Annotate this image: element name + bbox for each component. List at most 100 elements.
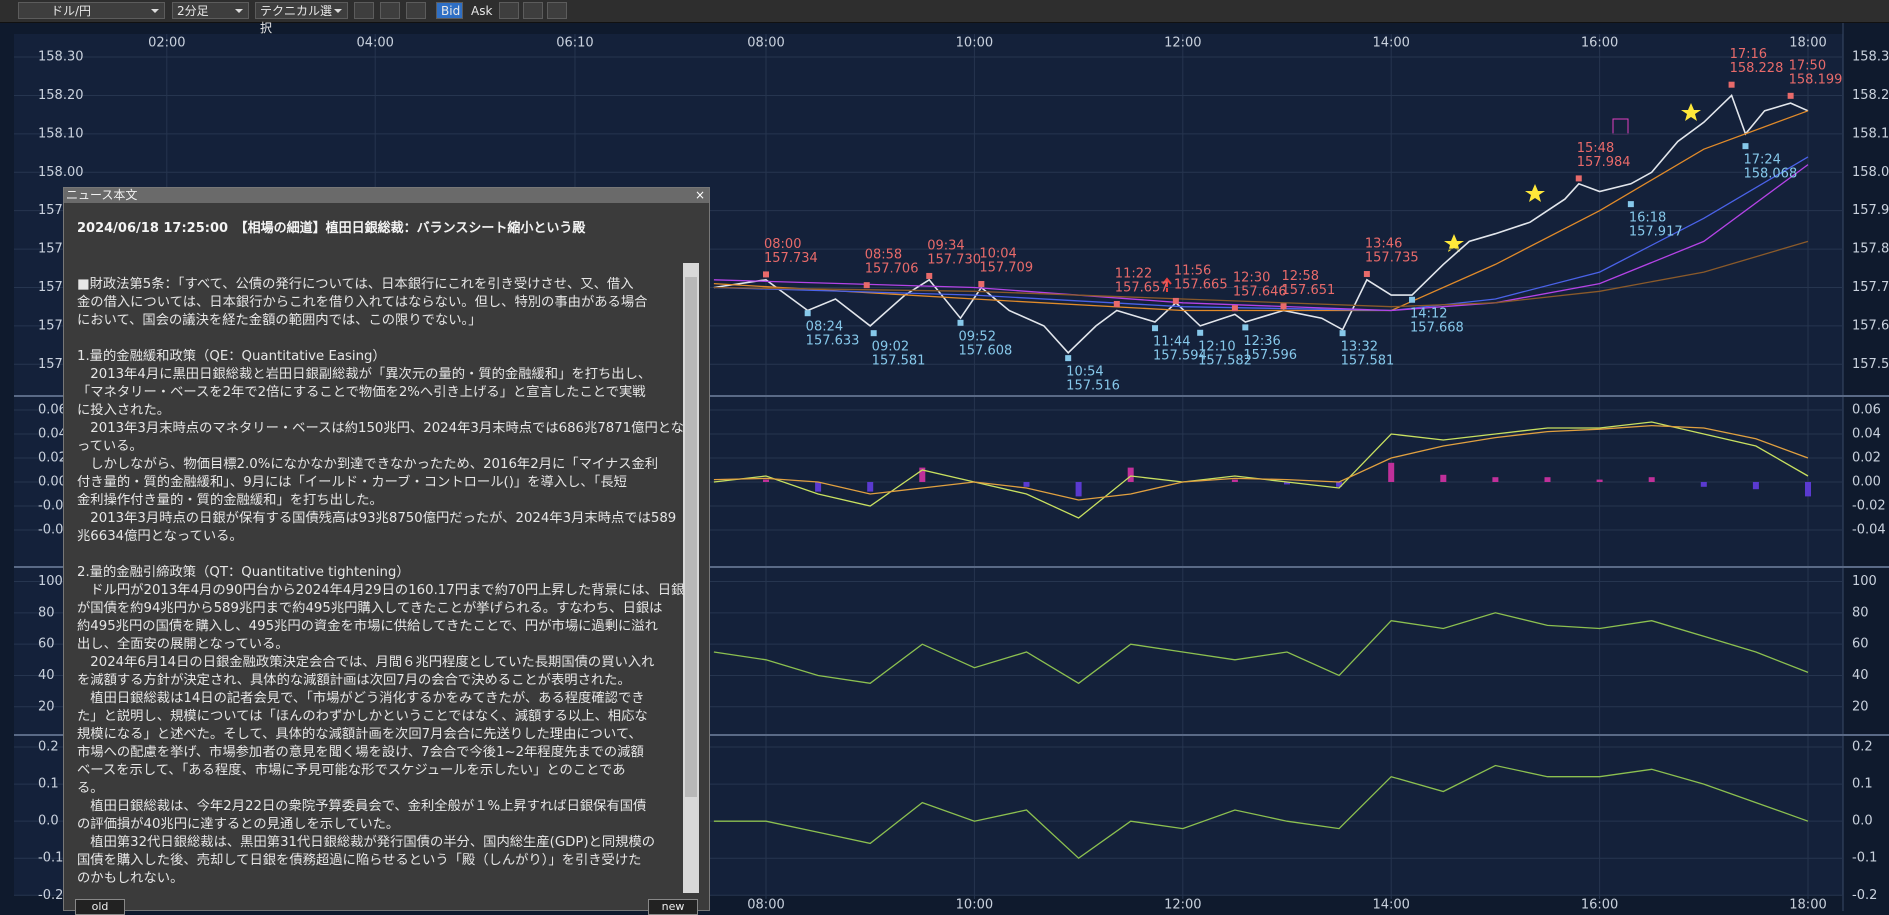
scrollbar[interactable] — [683, 263, 699, 893]
x-tick-label: 14:00 — [1372, 36, 1409, 51]
y-tick-label: 40 — [1852, 668, 1869, 683]
body-line: ■財政法第5条：「すべて、公債の発行については、日本銀行にこれを引き受けさせ、又… — [77, 277, 634, 293]
price-time-label: 11:22 — [1115, 266, 1152, 281]
pair-select[interactable]: ドル/円 — [18, 2, 165, 19]
y-tick-label: 0.0 — [1852, 814, 1873, 829]
price-value-label: 157.735 — [1365, 251, 1419, 266]
price-marker — [1197, 330, 1203, 336]
body-line: 規模になる」と述べた。そして、具体的な減額計画を次回7月会合に先送りした理由につ… — [77, 727, 642, 743]
price-value-label: 157.633 — [806, 334, 860, 349]
technical-select[interactable]: テクニカル選択 — [255, 2, 348, 19]
price-marker — [805, 310, 811, 316]
price-time-label: 13:46 — [1365, 237, 1402, 252]
body-line: 出し、全面安の展開となっている。 — [77, 637, 289, 653]
price-value-label: 157.734 — [764, 251, 818, 266]
body-line: の評価損が40兆円に達するとの見通しを示していた。 — [77, 817, 399, 833]
close-button[interactable]: × — [695, 188, 705, 202]
ask-button[interactable]: Ask — [466, 2, 493, 19]
zoom-out-button[interactable] — [523, 2, 543, 19]
histogram-bar — [1440, 475, 1446, 482]
timeframe-select[interactable]: 2分足 — [172, 2, 249, 19]
histogram-bar — [1805, 482, 1811, 496]
old-button[interactable]: old — [75, 899, 125, 915]
price-marker — [1281, 303, 1287, 309]
scroll-thumb[interactable] — [685, 277, 697, 797]
price-marker — [978, 281, 984, 287]
y-tick-label-left: 100 — [38, 574, 63, 589]
price-time-label: 09:34 — [927, 238, 964, 253]
body-line: 約495兆円の国債を購入し、495兆円の資金を市場に供給してきたことで、円が市場… — [77, 619, 658, 635]
price-time-label: 08:58 — [865, 248, 902, 263]
histogram-bar — [815, 482, 821, 492]
price-value-label: 157.665 — [1174, 277, 1228, 292]
price-value-label: 158.228 — [1730, 61, 1784, 76]
price-value-label: 157.730 — [927, 252, 981, 267]
body-line: 金の借入については、日本銀行からこれを借り入れてはならない。但し、特別の事由があ… — [77, 295, 647, 311]
price-marker — [958, 320, 964, 326]
price-value-label: 157.917 — [1629, 225, 1683, 240]
toolbar: ドル/円 2分足 テクニカル選択 Bid Ask — [0, 0, 1889, 23]
y-tick-label: 157.90 — [1852, 203, 1889, 218]
y-tick-label: 158.20 — [1852, 88, 1889, 103]
price-time-label: 11:56 — [1174, 263, 1211, 278]
news-header: 2024/06/18 17:25:00 【相場の細道】植田日銀総裁：バランスシー… — [77, 217, 585, 236]
price-time-label: 10:04 — [979, 247, 1016, 262]
indicator-button[interactable] — [499, 2, 519, 19]
price-time-label: 12:30 — [1233, 271, 1270, 286]
body-line: 兆6634億円となっている。 — [77, 529, 243, 545]
x-tick-label: 12:00 — [1164, 898, 1201, 912]
news-headline: 【相場の細道】植田日銀総裁：バランスシート縮小という殿 — [241, 221, 585, 236]
histogram-bar — [1492, 477, 1498, 482]
y-tick-label-left: -0.2 — [38, 888, 63, 903]
new-button[interactable]: new — [648, 899, 698, 915]
y-tick-label: 0.02 — [1852, 451, 1881, 466]
price-marker — [864, 282, 870, 288]
y-tick-label-left: 0.1 — [38, 777, 59, 792]
news-window: ニュース本文 × 2024/06/18 17:25:00 【相場の細道】植田日銀… — [63, 187, 710, 911]
price-marker — [1114, 301, 1120, 307]
y-tick-label: -0.02 — [1852, 499, 1886, 514]
chart-type-button[interactable] — [406, 2, 426, 19]
price-time-label: 08:24 — [806, 320, 843, 335]
body-line: において、国会の議決を経た金額の範囲内では、この限りでない。」 — [77, 313, 482, 329]
y-tick-label: 158.00 — [1852, 165, 1889, 180]
draw-button[interactable] — [354, 2, 374, 19]
histogram-bar — [1232, 480, 1238, 482]
price-value-label: 157.516 — [1066, 379, 1120, 394]
y-tick-label-left: 158.00 — [38, 165, 84, 180]
y-tick-label: 0.00 — [1852, 475, 1881, 490]
x-tick-label: 08:00 — [747, 898, 784, 912]
price-time-label: 12:36 — [1243, 334, 1280, 349]
y-tick-label-left: 158.30 — [38, 50, 84, 65]
price-marker — [926, 273, 932, 279]
body-line: を減額する方針が決定され、具体的な減額計画は次回7月の会合で決めることが表明され… — [77, 673, 631, 689]
y-tick-label: 157.70 — [1852, 280, 1889, 295]
body-line: 金利操作付き量的・質的金融緩和」を打ち出した。 — [77, 493, 383, 509]
body-line: 2013年3月時点の日銀が保有する国債残高は93兆8750億円だったが、2024… — [77, 511, 676, 527]
price-value-label: 157.608 — [959, 343, 1013, 358]
histogram-bar — [1597, 480, 1603, 482]
price-marker — [1173, 298, 1179, 304]
price-marker — [1788, 93, 1794, 99]
zoom-in-button[interactable] — [547, 2, 567, 19]
price-time-label: 17:16 — [1730, 47, 1767, 62]
y-tick-label: -0.1 — [1852, 851, 1877, 866]
info-button[interactable] — [380, 2, 400, 19]
x-tick-label: 08:00 — [747, 36, 784, 51]
y-tick-label: 20 — [1852, 699, 1869, 714]
section-heading: 1.量的金融緩和政策（QE：Quantitative Easing） — [77, 349, 386, 365]
price-time-label: 08:00 — [764, 237, 801, 252]
x-tick-label: 16:00 — [1581, 898, 1618, 912]
x-tick-label: 18:00 — [1789, 36, 1826, 51]
price-time-label: 17:24 — [1743, 153, 1780, 168]
price-value-label: 157.657 — [1115, 280, 1169, 295]
y-tick-label-left: 0.2 — [38, 740, 59, 755]
bid-button[interactable]: Bid — [436, 2, 463, 19]
price-time-label: 09:52 — [959, 329, 996, 344]
y-tick-label-left: 40 — [38, 668, 55, 683]
y-tick-label-left: 0.0 — [38, 814, 59, 829]
body-line: 2024年6月14日の日銀金融政策決定会合では、月間６兆円程度としていた長期国債… — [77, 655, 654, 671]
histogram-bar — [1388, 463, 1394, 482]
x-tick-label: 10:00 — [956, 36, 993, 51]
